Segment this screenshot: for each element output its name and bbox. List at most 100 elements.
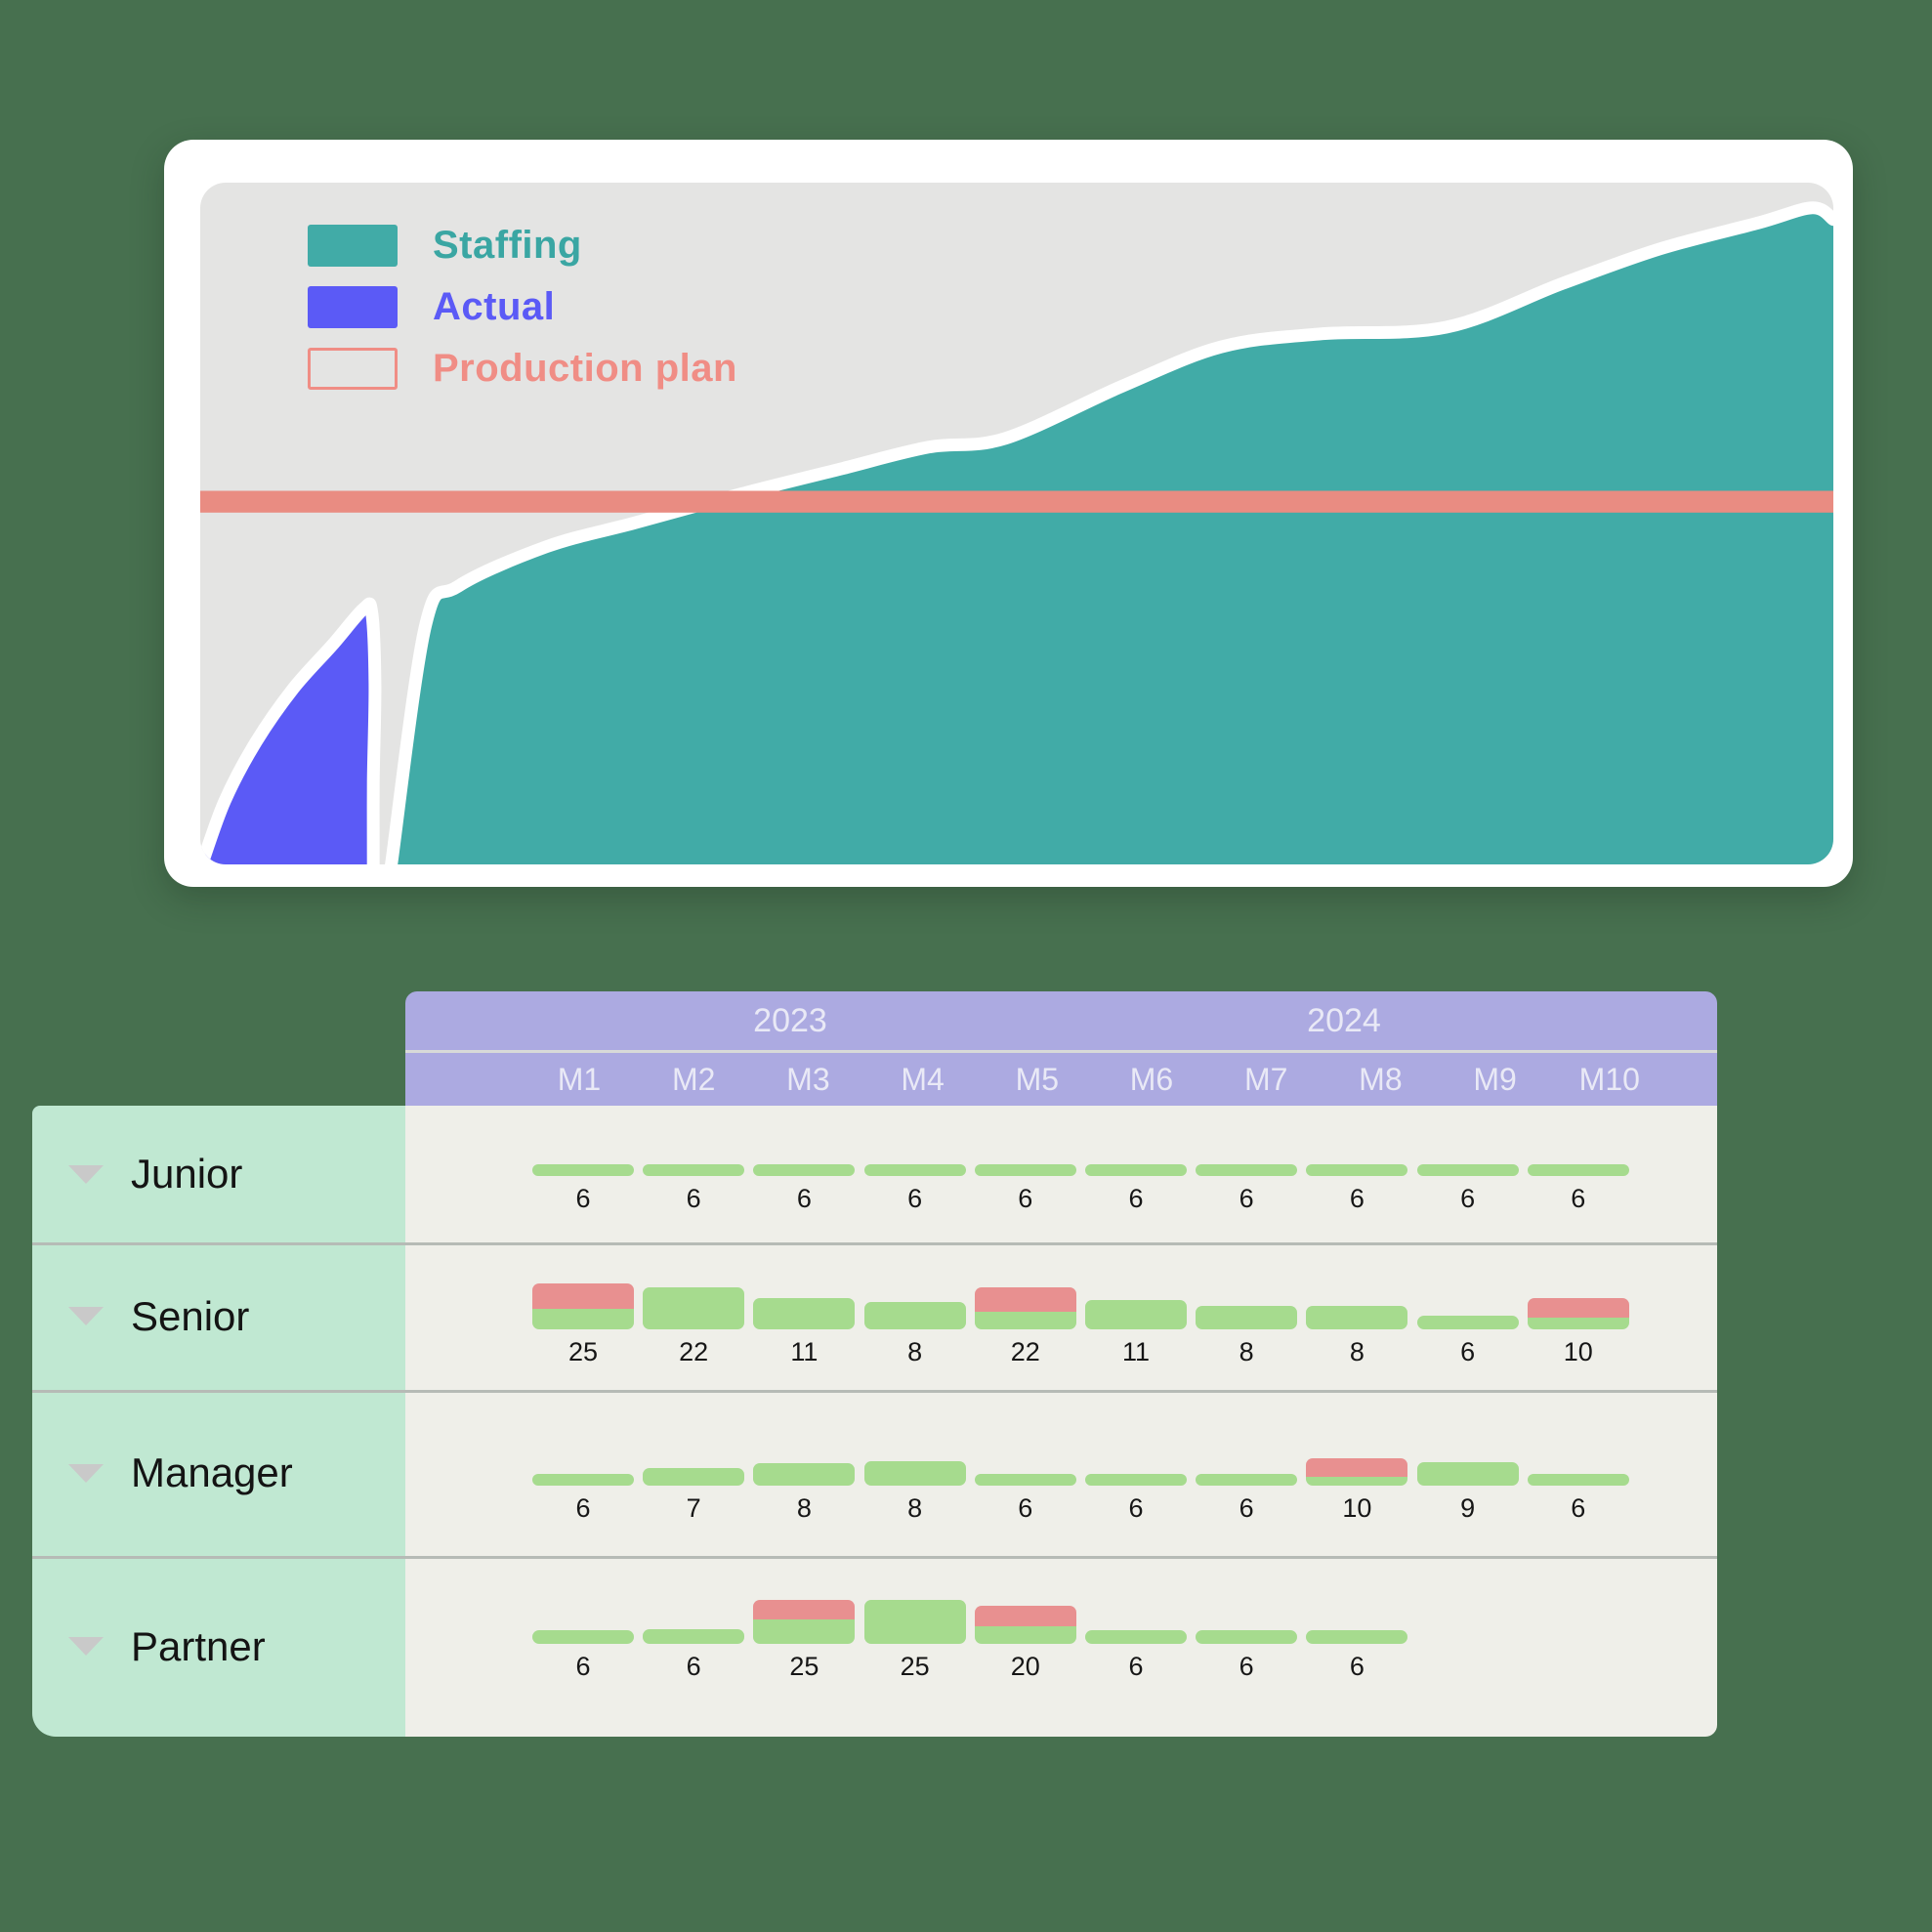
staffing-bar-partner-m3[interactable]	[753, 1600, 856, 1644]
staffing-bar-senior-m9[interactable]	[1416, 1316, 1519, 1329]
over-plan-segment	[974, 1606, 1076, 1626]
planned-segment	[1416, 1462, 1519, 1486]
staffing-bar-manager-m7[interactable]	[1196, 1474, 1298, 1486]
staffing-bar-junior-m4[interactable]	[863, 1164, 966, 1176]
planned-segment	[1085, 1630, 1187, 1644]
row-label-group-partner: Partner	[32, 1556, 266, 1737]
planned-segment	[974, 1626, 1076, 1644]
planned-segment	[1416, 1164, 1519, 1176]
bar-value: 7	[686, 1493, 701, 1523]
bar-value: 25	[567, 1337, 599, 1366]
planned-segment	[863, 1461, 966, 1486]
staffing-bar-manager-m5[interactable]	[974, 1474, 1076, 1486]
staffing-bar-junior-m3[interactable]	[753, 1164, 856, 1176]
staffing-bar-junior-m9[interactable]	[1416, 1164, 1519, 1176]
staffing-bar-senior-m4[interactable]	[863, 1302, 966, 1329]
staffing-bar-junior-m6[interactable]	[1085, 1164, 1187, 1176]
collapse-triangle-icon[interactable]	[68, 1637, 104, 1656]
staffing-bar-junior-m10[interactable]	[1527, 1164, 1629, 1176]
table-rows: Junior 6 6 6 6 6 6 6 6 6 6 Senior 25 22 11 8 22 11 8 8 6 10 Ma…	[32, 1106, 1717, 1737]
legend-item-staffing[interactable]: Staffing	[308, 224, 582, 267]
bar-value: 8	[907, 1337, 923, 1366]
row-label-group-manager: Manager	[32, 1390, 293, 1556]
staffing-bar-senior-m5[interactable]	[974, 1287, 1076, 1329]
planned-segment	[532, 1474, 634, 1486]
staffing-bar-junior-m1[interactable]	[532, 1164, 634, 1176]
staffing-bar-manager-m9[interactable]	[1416, 1462, 1519, 1486]
legend-swatch-icon	[308, 225, 398, 267]
staffing-bar-manager-m1[interactable]	[532, 1474, 634, 1486]
bar-value: 25	[789, 1652, 819, 1681]
bar-value: 6	[1239, 1652, 1254, 1681]
month-header-M8: M8	[1359, 1062, 1403, 1097]
staffing-bar-manager-m6[interactable]	[1085, 1474, 1187, 1486]
staffing-bar-senior-m2[interactable]	[643, 1287, 745, 1329]
planned-segment	[643, 1287, 745, 1329]
bar-value: 8	[907, 1493, 923, 1523]
staffing-bar-junior-m5[interactable]	[974, 1164, 1076, 1176]
bar-value: 6	[1349, 1184, 1365, 1213]
staffing-bar-senior-m10[interactable]	[1527, 1298, 1629, 1329]
planned-segment	[753, 1298, 856, 1329]
planned-segment	[1416, 1316, 1519, 1329]
actual-area	[200, 597, 382, 864]
staffing-bar-junior-m7[interactable]	[1196, 1164, 1298, 1176]
staffing-bar-partner-m6[interactable]	[1085, 1630, 1187, 1644]
area-chart	[200, 201, 1833, 864]
row-label-group-junior: Junior	[32, 1106, 242, 1242]
bar-value: 6	[1128, 1184, 1144, 1213]
planned-segment	[1085, 1164, 1187, 1176]
staffing-bar-junior-m2[interactable]	[643, 1164, 745, 1176]
staffing-bar-partner-m4[interactable]	[863, 1600, 966, 1644]
planned-segment	[532, 1309, 634, 1329]
month-header-M5: M5	[1015, 1062, 1060, 1097]
staffing-bar-senior-m3[interactable]	[753, 1298, 856, 1329]
staffing-bar-manager-m10[interactable]	[1527, 1474, 1629, 1486]
bar-value: 10	[1342, 1493, 1372, 1523]
legend-swatch-icon	[308, 286, 398, 328]
staffing-bar-partner-m8[interactable]	[1306, 1630, 1408, 1644]
month-header-M7: M7	[1243, 1062, 1288, 1097]
over-plan-segment	[753, 1600, 856, 1619]
staffing-bar-manager-m2[interactable]	[643, 1468, 745, 1486]
planned-segment	[753, 1619, 856, 1644]
staffing-bar-manager-m8[interactable]	[1306, 1458, 1408, 1486]
staffing-bar-partner-m2[interactable]	[643, 1629, 745, 1644]
month-header-M6: M6	[1129, 1062, 1174, 1097]
bar-value: 10	[1563, 1337, 1593, 1366]
staffing-bar-senior-m8[interactable]	[1306, 1306, 1408, 1329]
staffing-bar-manager-m3[interactable]	[753, 1463, 856, 1486]
collapse-triangle-icon[interactable]	[68, 1463, 104, 1483]
staffing-bar-partner-m1[interactable]	[532, 1630, 634, 1644]
planned-segment	[1527, 1474, 1629, 1486]
staffing-bar-junior-m8[interactable]	[1306, 1164, 1408, 1176]
bar-value: 6	[1128, 1652, 1144, 1681]
over-plan-segment	[532, 1283, 634, 1309]
bar-value: 25	[900, 1652, 930, 1681]
month-header-M9: M9	[1473, 1062, 1517, 1097]
planned-segment	[1306, 1477, 1408, 1486]
planned-segment	[532, 1630, 634, 1644]
planned-segment	[753, 1463, 856, 1486]
legend-item-actual[interactable]: Actual	[308, 285, 555, 328]
staffing-bar-senior-m1[interactable]	[532, 1283, 634, 1329]
staffing-bar-manager-m4[interactable]	[863, 1461, 966, 1486]
collapse-triangle-icon[interactable]	[68, 1307, 104, 1325]
staffing-bar-senior-m6[interactable]	[1085, 1300, 1187, 1329]
planned-segment	[643, 1629, 745, 1644]
bar-value: 6	[1239, 1184, 1254, 1213]
staffing-bar-senior-m7[interactable]	[1196, 1306, 1298, 1329]
legend-item-production-plan[interactable]: Production plan	[308, 347, 737, 390]
staffing-bar-partner-m7[interactable]	[1196, 1630, 1298, 1644]
planned-segment	[974, 1474, 1076, 1486]
header-divider	[405, 1050, 1717, 1053]
bar-value: 11	[790, 1337, 819, 1366]
planned-segment	[643, 1164, 745, 1176]
over-plan-segment	[1306, 1458, 1408, 1477]
month-header-M10: M10	[1578, 1062, 1640, 1097]
bar-value: 6	[1571, 1184, 1586, 1213]
collapse-triangle-icon[interactable]	[68, 1164, 104, 1184]
staffing-bar-partner-m5[interactable]	[974, 1606, 1076, 1644]
planned-segment	[1306, 1630, 1408, 1644]
planned-segment	[974, 1164, 1076, 1176]
